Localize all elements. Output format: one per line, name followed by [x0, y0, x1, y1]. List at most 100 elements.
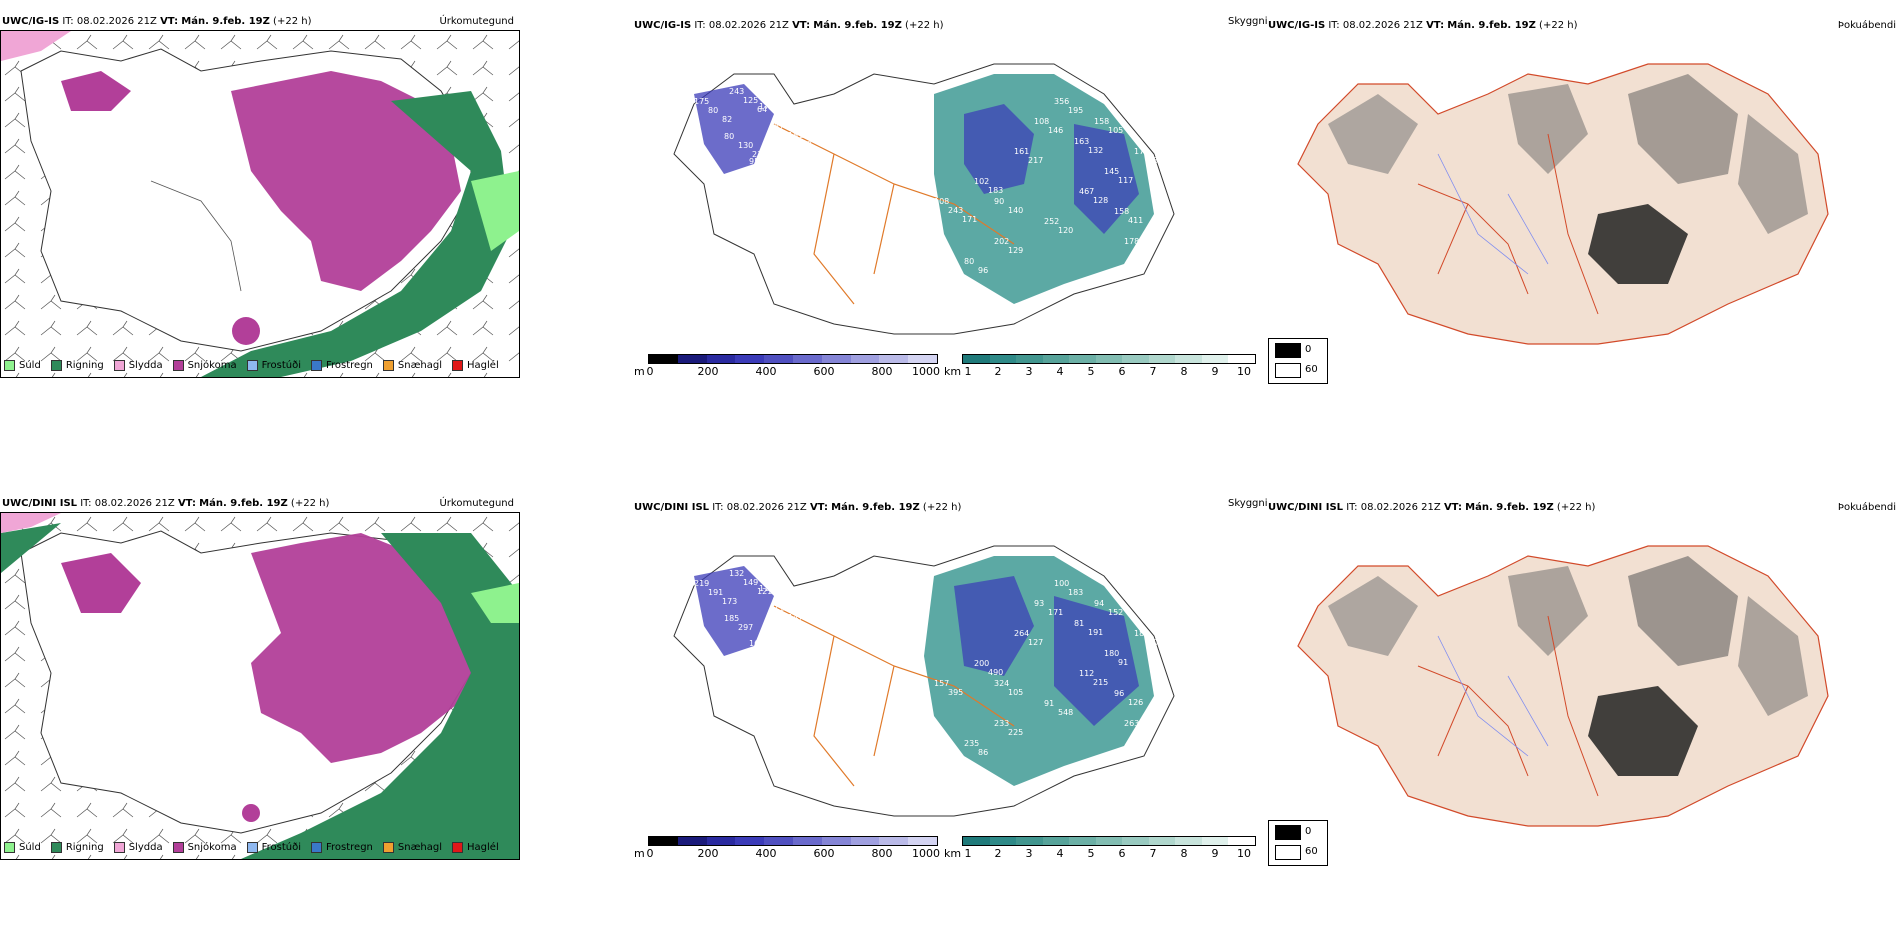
model-name: UWC/IG-IS: [634, 20, 692, 31]
it-label: IT:: [1328, 20, 1340, 31]
valid-time: Mán. 9.feb. 19Z: [1447, 20, 1536, 31]
fog-legend-label: 0: [1305, 826, 1312, 837]
elevation-labels: 219 132 114 185 169 97 119 157 200 324 264 93 100 81 9…: [694, 569, 1163, 787]
colorbar-segment: [792, 837, 822, 845]
colorbar-segment: [1095, 355, 1123, 363]
vt-label: VT:: [177, 498, 196, 509]
elevation-label: 112: [1079, 669, 1094, 678]
elevation-label: 243: [948, 206, 963, 215]
colorbar-segment: [1122, 837, 1149, 845]
legend-label: Snjókoma: [187, 842, 237, 853]
colorbar-tick: 200: [697, 847, 719, 860]
elevation-label: 93: [1034, 599, 1044, 608]
colorbar-unit: km: [944, 847, 962, 860]
legend-item: Rigning: [50, 842, 104, 853]
colorbar-tick: 6: [1118, 365, 1126, 378]
fog-title: Þokuábendi: [1837, 20, 1896, 31]
elevation-label: 215: [1093, 678, 1108, 687]
colorbar-segment: [908, 355, 937, 363]
elevation-labels: 1752431758095928710810290161108356163158…: [694, 87, 1163, 305]
colorbar-tick: 8: [1180, 847, 1188, 860]
legend-swatch: [452, 842, 464, 853]
legend-swatch: [4, 842, 15, 853]
precip-map-graphic: [1, 513, 519, 859]
elevation-label: 183: [1068, 588, 1083, 597]
elevation-label: 219: [694, 579, 709, 588]
elevation-label: 324: [994, 679, 1009, 688]
colorbar-segment: [706, 837, 736, 845]
legend-item: Haglél: [452, 842, 499, 853]
elevation-label: 140: [1008, 206, 1023, 215]
legend-label: Haglél: [467, 842, 499, 853]
colorbar-scale: [962, 354, 1256, 364]
it-label: IT:: [694, 20, 706, 31]
elevation-label: 95: [948, 778, 958, 787]
colorbar-segment: [1175, 355, 1202, 363]
issue-time: 08.02.2026 21Z: [76, 16, 157, 27]
model-name: UWC/DINI ISL: [1268, 502, 1344, 513]
elevation-label: 225: [1008, 728, 1023, 737]
precip-title: Úrkomutegund: [439, 498, 514, 509]
vt-label: VT:: [160, 16, 179, 27]
elevation-label: 90: [994, 197, 1004, 206]
lead-time: (+22 h): [290, 498, 330, 509]
colorbar-segment: [677, 355, 707, 363]
fog-swatch: [1275, 845, 1301, 860]
elevation-label: 240: [1138, 728, 1153, 737]
elevation-label: 108: [1034, 117, 1049, 126]
colorbar-segment: [764, 355, 793, 363]
colorbar-tick: 800: [871, 365, 893, 378]
colorbar-tick: 7: [1149, 365, 1157, 378]
issue-time: 08.02.2026 21Z: [726, 502, 807, 513]
legend-swatch: [382, 360, 394, 371]
elevation-label: 106: [773, 111, 788, 120]
it-label: IT:: [1346, 502, 1358, 513]
colorbar-segment: [989, 355, 1017, 363]
legend-swatch: [246, 360, 258, 371]
valid-time: Mán. 9.feb. 19Z: [831, 502, 920, 513]
precip-title: Úrkomutegund: [439, 16, 514, 27]
elevation-label: 105: [1108, 126, 1123, 135]
elevation-label: 82: [722, 115, 732, 124]
elevation-label: 183: [988, 186, 1003, 195]
elevation-label: 91: [1118, 658, 1128, 667]
visibility-panel-row1: UWC/IG-IS IT: 08.02.2026 21Z VT: Mán. 9.…: [634, 12, 1268, 384]
legend-item: Slydda: [113, 842, 163, 853]
elevation-label: 47: [742, 195, 752, 204]
colorbar-segment: [963, 355, 990, 363]
elevation-label: 232: [752, 150, 767, 159]
model-name: UWC/DINI ISL: [2, 498, 78, 509]
lead-time: (+22 h): [905, 20, 944, 31]
fog-panel-row1: UWC/IG-IS IT: 08.02.2026 21Z VT: Mán. 9.…: [1268, 12, 1900, 384]
visibility-map-graphic: 1752431758095928710810290161108356163158…: [673, 63, 1175, 335]
fog-legend-label: 60: [1305, 364, 1318, 375]
elevation-label: 125: [934, 287, 949, 296]
elevation-label: 186: [1134, 629, 1149, 638]
elevation-label: 114: [759, 584, 774, 593]
visibility-map-graphic: 219 132 114 185 169 97 119 157 200 324 264 93 100 81 9…: [673, 545, 1175, 817]
elevation-label: 80: [964, 257, 974, 266]
visibility-colorbar: km 1 2 3 4 5 6 7 8 9 10: [944, 354, 1256, 380]
colorbar-segment: [1175, 837, 1202, 845]
elevation-label: 132: [729, 569, 744, 578]
elevation-label: 243: [729, 87, 744, 96]
elevation-colorbar: m 0 200 400 600 800 1000: [634, 354, 940, 380]
colorbar-segment: [1228, 837, 1256, 845]
panel-header: UWC/IG-IS IT: 08.02.2026 21Z VT: Mán. 9.…: [2, 16, 311, 27]
colorbar-segment: [1228, 355, 1256, 363]
colorbar-tick: 5: [1087, 847, 1095, 860]
legend-swatch: [172, 842, 184, 853]
elevation-label: 173: [722, 597, 737, 606]
legend-label: Snæhagl: [397, 842, 443, 853]
legend-label: Haglél: [467, 360, 499, 371]
colorbar-segment: [989, 837, 1017, 845]
colorbar-segment: [735, 837, 765, 845]
fog-map-graphic: [1297, 63, 1829, 345]
colorbar-segment: [764, 837, 793, 845]
precip-legend: Súld Rigning Slydda Snjókoma Frostúði Fr…: [4, 360, 499, 371]
elevation-label: 158: [1094, 117, 1109, 126]
colorbar-segment: [792, 355, 822, 363]
elevation-label: 173: [1134, 147, 1149, 156]
colorbar-tick: 2: [994, 847, 1002, 860]
legend-item: Súld: [4, 360, 41, 371]
